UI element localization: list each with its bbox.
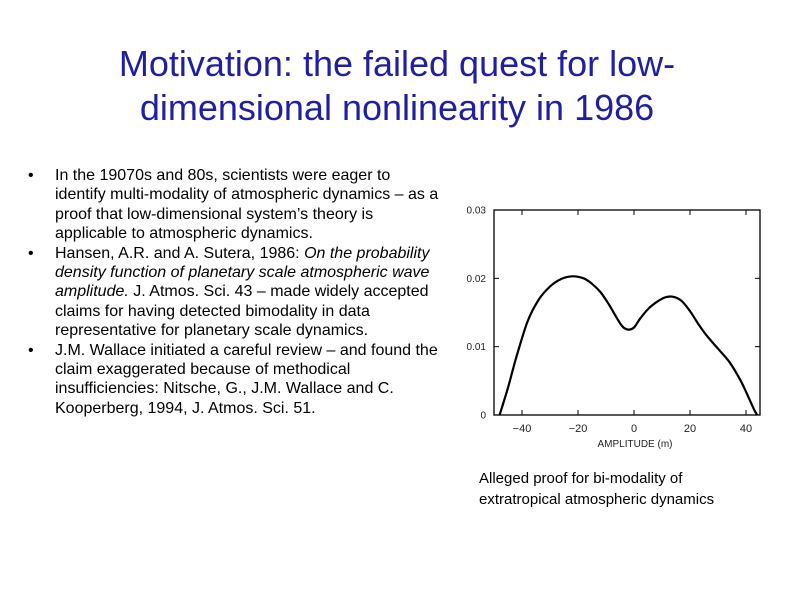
bullet-item-2: • Hansen, A.R. and A. Sutera, 1986: On t… bbox=[28, 244, 440, 341]
bullet-glyph: • bbox=[28, 244, 34, 262]
title-line-1: Motivation: the failed quest for low- bbox=[118, 43, 676, 84]
slide-title: Motivation: the failed quest for low- di… bbox=[40, 42, 754, 130]
x-tick-label: 0 bbox=[631, 423, 637, 435]
figure-caption: Alleged proof for bi-modality of extratr… bbox=[479, 468, 779, 510]
bullet-glyph: • bbox=[28, 341, 34, 359]
x-tick-label: 40 bbox=[740, 423, 752, 435]
bullet-text-2-italic: On the probability density function of p… bbox=[55, 244, 430, 301]
x-tick-label: −20 bbox=[569, 423, 588, 435]
bullet-item-3: • J.M. Wallace initiated a careful revie… bbox=[28, 341, 440, 419]
plot-frame bbox=[493, 209, 761, 416]
x-tick-label: −40 bbox=[513, 423, 532, 435]
x-axis-label: AMPLITUDE (m) bbox=[598, 439, 673, 450]
y-tick-label: 0.02 bbox=[467, 274, 487, 285]
x-tick-label: 20 bbox=[684, 423, 696, 435]
bullet-text-1: In the 19070s and 80s, scientists were e… bbox=[55, 167, 439, 243]
y-tick-label: 0.01 bbox=[467, 342, 487, 353]
caption-line-1: Alleged proof for bi-modality of bbox=[479, 470, 683, 487]
series-line-1 bbox=[498, 275, 759, 416]
title-line-2: dimensional nonlinearity in 1986 bbox=[139, 87, 655, 128]
bullet-glyph: • bbox=[28, 167, 34, 184]
bullet-text-3: J.M. Wallace initiated a careful review … bbox=[55, 341, 438, 417]
bullet-text-2-pre: Hansen, A.R. and A. Sutera, 1986: bbox=[55, 244, 305, 262]
bullet-item-1: • In the 19070s and 80s, scientists were… bbox=[28, 166, 440, 244]
bullet-list: • In the 19070s and 80s, scientists were… bbox=[28, 166, 440, 418]
pdf-chart: 0 0.01 0.02 0.03 −40 −20 0 20 40 AMPLITUDE (m) bbox=[467, 206, 761, 450]
bullet-text-2-post: J. Atmos. Sci. 43 – made widely accepted… bbox=[55, 283, 429, 340]
caption-line-2: extratropical atmospheric dynamics bbox=[479, 491, 715, 508]
y-tick-label: 0 bbox=[480, 411, 486, 422]
y-tick-label: 0.03 bbox=[467, 206, 487, 217]
